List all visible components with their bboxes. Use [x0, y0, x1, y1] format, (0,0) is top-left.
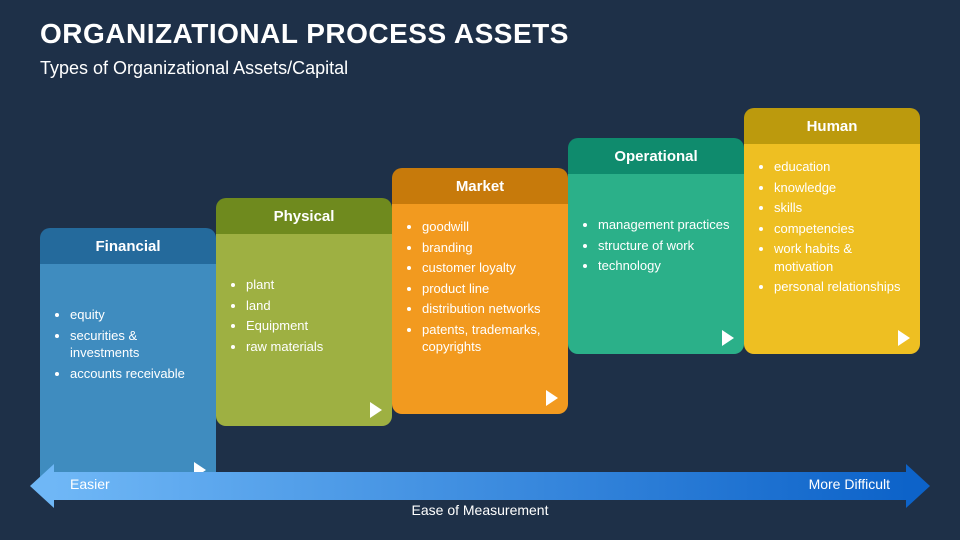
- list-item: goodwill: [422, 218, 558, 236]
- card-body: equity securities & investments accounts…: [40, 264, 216, 486]
- list-item: land: [246, 297, 382, 315]
- list-item: work habits & motivation: [774, 240, 910, 275]
- list-item: skills: [774, 199, 910, 217]
- card-header: Operational: [568, 138, 744, 174]
- list-item: competencies: [774, 220, 910, 238]
- list-item: Equipment: [246, 317, 382, 335]
- axis-bar: [54, 472, 906, 500]
- card-header: Physical: [216, 198, 392, 234]
- axis-label-left: Easier: [70, 476, 110, 492]
- axis-label-right: More Difficult: [809, 476, 890, 492]
- list-item: plant: [246, 276, 382, 294]
- card-body: education knowledge skills competencies …: [744, 144, 920, 354]
- page-subtitle: Types of Organizational Assets/Capital: [40, 58, 348, 79]
- list-item: education: [774, 158, 910, 176]
- list-item: raw materials: [246, 338, 382, 356]
- card-header: Human: [744, 108, 920, 144]
- play-icon: [722, 330, 734, 346]
- card-body: plant land Equipment raw materials: [216, 234, 392, 426]
- list-item: management practices: [598, 216, 734, 234]
- list-item: product line: [422, 280, 558, 298]
- axis-caption: Ease of Measurement: [40, 502, 920, 518]
- list-item: personal relationships: [774, 278, 910, 296]
- axis-arrow: Easier More Difficult Ease of Measuremen…: [40, 472, 920, 500]
- cards-container: Financial equity securities & investment…: [40, 88, 920, 448]
- list-item: patents, trademarks, copyrights: [422, 321, 558, 356]
- play-icon: [546, 390, 558, 406]
- card-physical: Physical plant land Equipment raw materi…: [216, 198, 392, 426]
- play-icon: [898, 330, 910, 346]
- list-item: equity: [70, 306, 206, 324]
- list-item: technology: [598, 257, 734, 275]
- card-financial: Financial equity securities & investment…: [40, 228, 216, 486]
- list-item: securities & investments: [70, 327, 206, 362]
- list-item: customer loyalty: [422, 259, 558, 277]
- card-body: goodwill branding customer loyalty produ…: [392, 204, 568, 414]
- list-item: accounts receivable: [70, 365, 206, 383]
- card-header: Market: [392, 168, 568, 204]
- card-human: Human education knowledge skills compete…: [744, 108, 920, 354]
- list-item: structure of work: [598, 237, 734, 255]
- list-item: distribution networks: [422, 300, 558, 318]
- list-item: branding: [422, 239, 558, 257]
- card-market: Market goodwill branding customer loyalt…: [392, 168, 568, 414]
- list-item: knowledge: [774, 179, 910, 197]
- card-body: management practices structure of work t…: [568, 174, 744, 354]
- card-operational: Operational management practices structu…: [568, 138, 744, 354]
- card-header: Financial: [40, 228, 216, 264]
- page-title: ORGANIZATIONAL PROCESS ASSETS: [40, 18, 569, 50]
- play-icon: [370, 402, 382, 418]
